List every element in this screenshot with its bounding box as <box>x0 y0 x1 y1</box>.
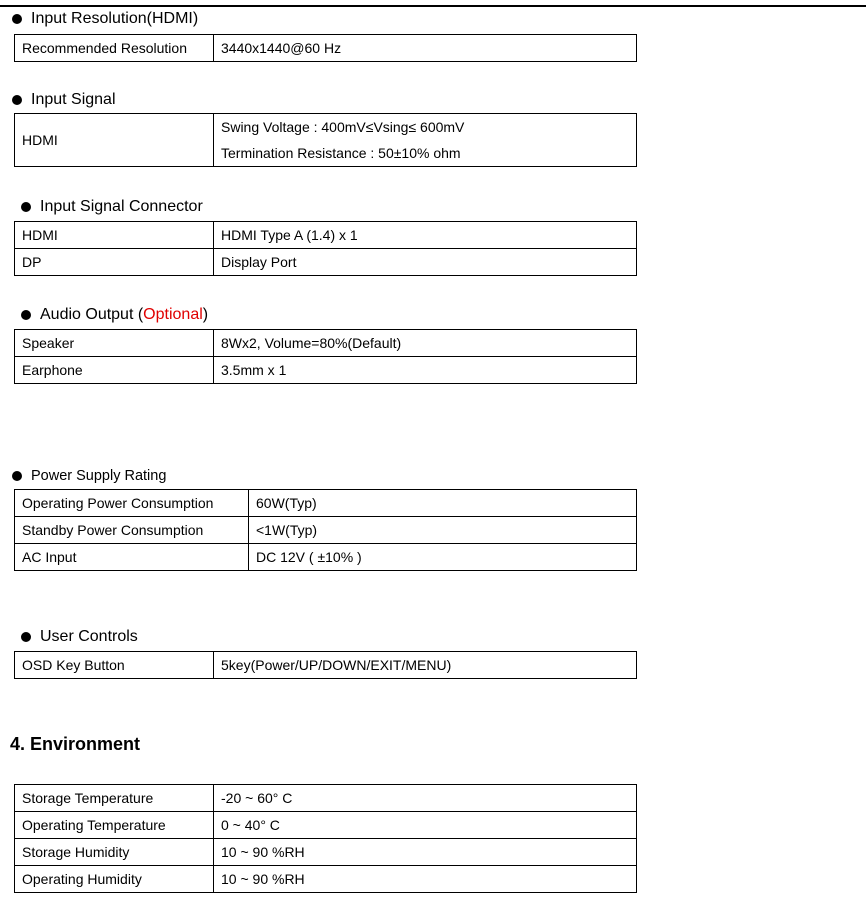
row-label: Storage Humidity <box>14 838 214 866</box>
table-row: HDMI HDMI Type A (1.4) x 1 <box>14 221 637 249</box>
table-row: Recommended Resolution 3440x1440@60 Hz <box>14 34 637 62</box>
table-row: Earphone 3.5mm x 1 <box>14 356 637 384</box>
section-heading: Input Signal <box>12 91 116 109</box>
value-line: Swing Voltage : 400mV≤Vsing≤ 600mV <box>221 119 465 135</box>
section-1-table: HDMI Swing Voltage : 400mV≤Vsing≤ 600mV Te… <box>14 113 637 167</box>
top-rule <box>0 5 866 7</box>
row-label: Operating Temperature <box>14 811 214 839</box>
section-heading: User Controls <box>21 628 138 646</box>
row-label: DP <box>14 248 214 276</box>
section-heading: Input Signal Connector <box>21 198 203 216</box>
bullet-icon <box>12 14 22 24</box>
section-5-table: OSD Key Button 5key(Power/UP/DOWN/EXIT/ME… <box>14 651 637 679</box>
row-value: -20 ~ 60° C <box>213 784 637 812</box>
row-label: Storage Temperature <box>14 784 214 812</box>
section-title: Input Signal Connector <box>40 198 203 215</box>
optional-label: Optional <box>143 306 203 323</box>
environment-table: Storage Temperature -20 ~ 60° C Operating … <box>14 784 637 893</box>
section-heading: Audio Output (Optional) <box>21 306 208 324</box>
row-label: Speaker <box>14 329 214 357</box>
section-2-table: HDMI HDMI Type A (1.4) x 1 DP Display Port <box>14 221 637 276</box>
table-row: Operating Temperature 0 ~ 40° C <box>14 811 637 839</box>
section-title: User Controls <box>40 628 138 645</box>
section-title: Power Supply Rating <box>31 468 167 484</box>
table-row: AC Input DC 12V ( ±10% ) <box>14 543 637 571</box>
bullet-icon <box>21 632 31 642</box>
section-4-table: Operating Power Consumption 60W(Typ) Stand… <box>14 489 637 571</box>
row-label: HDMI <box>14 113 214 167</box>
bullet-icon <box>12 95 22 105</box>
table-row: Operating Power Consumption 60W(Typ) <box>14 489 637 517</box>
table-row: HDMI Swing Voltage : 400mV≤Vsing≤ 600mV Te… <box>14 113 637 167</box>
row-value: 3440x1440@60 Hz <box>213 34 637 62</box>
section-title: Input Signal <box>31 91 116 108</box>
bullet-icon <box>12 471 22 481</box>
row-value: 10 ~ 90 %RH <box>213 865 637 893</box>
row-label: Standby Power Consumption <box>14 516 249 544</box>
row-value: 3.5mm x 1 <box>213 356 637 384</box>
row-value: 0 ~ 40° C <box>213 811 637 839</box>
table-row: Storage Humidity 10 ~ 90 %RH <box>14 838 637 866</box>
table-row: Standby Power Consumption <1W(Typ) <box>14 516 637 544</box>
table-row: Speaker 8Wx2, Volume=80%(Default) <box>14 329 637 357</box>
row-label: Operating Humidity <box>14 865 214 893</box>
row-value: HDMI Type A (1.4) x 1 <box>213 221 637 249</box>
row-label: Recommended Resolution <box>14 34 214 62</box>
row-label: Operating Power Consumption <box>14 489 249 517</box>
table-row: OSD Key Button 5key(Power/UP/DOWN/EXIT/ME… <box>14 651 637 679</box>
bullet-icon <box>21 202 31 212</box>
row-value: DC 12V ( ±10% ) <box>248 543 637 571</box>
section-title: Audio Output ( <box>40 306 144 323</box>
row-value: 8Wx2, Volume=80%(Default) <box>213 329 637 357</box>
section-heading: Power Supply Rating <box>12 468 166 484</box>
value-line: Termination Resistance : 50±10% ohm <box>221 145 461 161</box>
table-row: Operating Humidity 10 ~ 90 %RH <box>14 865 637 893</box>
section-heading: Input Resolution(HDMI) <box>12 10 198 28</box>
section-title: Input Resolution(HDMI) <box>31 10 199 27</box>
row-value: 10 ~ 90 %RH <box>213 838 637 866</box>
row-label: AC Input <box>14 543 249 571</box>
bullet-icon <box>21 310 31 320</box>
row-value: 60W(Typ) <box>248 489 637 517</box>
section-title-end: ) <box>202 306 209 323</box>
row-value: Swing Voltage : 400mV≤Vsing≤ 600mV Termin… <box>213 113 637 167</box>
section-3-table: Speaker 8Wx2, Volume=80%(Default) Earphone… <box>14 329 637 384</box>
row-value: 5key(Power/UP/DOWN/EXIT/MENU) <box>213 651 637 679</box>
section-0-table: Recommended Resolution 3440x1440@60 Hz <box>14 34 637 62</box>
row-value: Display Port <box>213 248 637 276</box>
environment-heading: 4. Environment <box>10 734 141 754</box>
row-label: OSD Key Button <box>14 651 214 679</box>
row-value: <1W(Typ) <box>248 516 637 544</box>
table-row: DP Display Port <box>14 248 637 276</box>
row-label: Earphone <box>14 356 214 384</box>
row-label: HDMI <box>14 221 214 249</box>
table-row: Storage Temperature -20 ~ 60° C <box>14 784 637 812</box>
